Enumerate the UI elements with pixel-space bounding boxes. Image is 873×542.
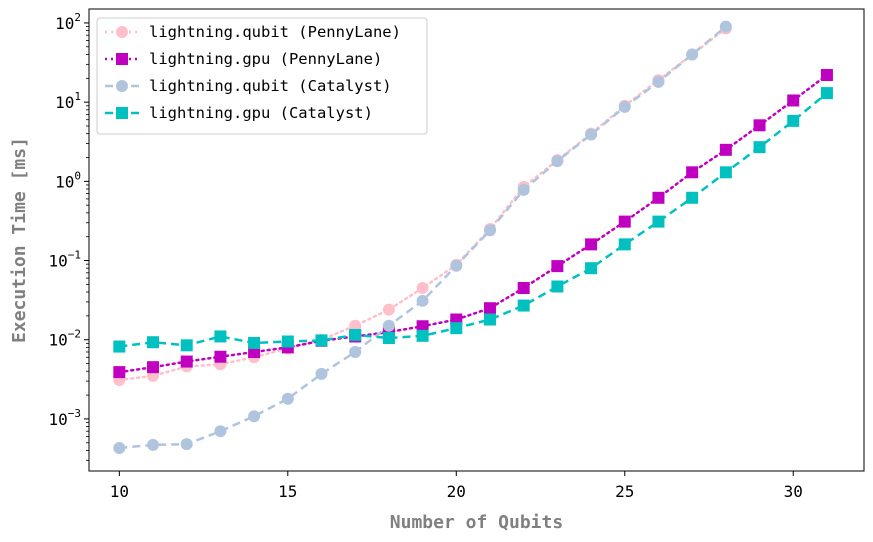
data-point (719, 20, 732, 33)
y-axis-label: Execution Time [ms] (9, 137, 30, 343)
data-point (551, 260, 564, 273)
data-point (517, 281, 530, 294)
data-point (652, 215, 665, 228)
x-tick-label: 20 (447, 482, 466, 501)
data-point (585, 128, 598, 141)
data-point (450, 259, 463, 272)
data-point (652, 75, 665, 88)
data-point (719, 166, 732, 179)
y-tick-label: 100 (55, 169, 81, 191)
data-point (214, 350, 227, 363)
data-point (416, 329, 429, 342)
data-point (116, 80, 128, 92)
y-tick-label: 101 (55, 90, 81, 112)
data-point (585, 238, 598, 251)
legend-entry: lightning.qubit (PennyLane) (105, 23, 401, 41)
data-point (416, 294, 429, 307)
y-tick-label: 10−3 (48, 407, 81, 429)
data-point (180, 438, 193, 451)
data-point (315, 367, 328, 380)
data-point (281, 335, 294, 348)
legend: lightning.qubit (PennyLane) lightning.gpu… (96, 17, 428, 135)
data-point (382, 319, 395, 332)
legend-label: lightning.qubit (PennyLane) (149, 23, 401, 41)
data-point (147, 336, 160, 349)
legend-entry: lightning.gpu (Catalyst) (105, 104, 373, 122)
data-point (686, 191, 699, 204)
data-point (180, 355, 193, 368)
x-tick-label: 30 (784, 482, 803, 501)
data-point (483, 302, 496, 315)
legend-label: lightning.qubit (Catalyst) (149, 77, 392, 95)
y-tick-label: 10−1 (48, 249, 81, 271)
data-point (113, 441, 126, 454)
data-point (416, 281, 429, 294)
data-point (281, 392, 294, 405)
data-point (248, 336, 261, 349)
legend-label: lightning.gpu (PennyLane) (149, 50, 382, 68)
data-point (787, 94, 800, 107)
data-point (416, 320, 429, 333)
data-point (517, 183, 530, 196)
data-point (113, 366, 126, 379)
x-tick-label: 15 (278, 482, 297, 501)
series-layer (113, 20, 833, 454)
data-point (382, 332, 395, 345)
legend-entry: lightning.qubit (Catalyst) (105, 77, 392, 95)
data-point (450, 322, 463, 335)
plot-frame (88, 8, 865, 472)
data-point (517, 299, 530, 312)
data-point (349, 345, 362, 358)
data-point (820, 69, 833, 82)
data-point (551, 155, 564, 168)
series (113, 87, 833, 353)
data-point (585, 262, 598, 275)
axis-layer: 10 15 20 25 30 10−3 10−2 10−1 100 101 102 (48, 11, 802, 501)
data-point (618, 238, 631, 251)
data-point (147, 438, 160, 451)
data-point (483, 313, 496, 326)
data-point (753, 141, 766, 154)
data-point (214, 425, 227, 438)
x-tick-label: 10 (110, 482, 129, 501)
data-point (116, 53, 128, 65)
legend-label: lightning.gpu (Catalyst) (149, 104, 373, 122)
data-point (248, 410, 261, 423)
data-point (116, 26, 128, 38)
data-point (686, 166, 699, 179)
data-point (349, 328, 362, 341)
data-point (382, 303, 395, 316)
data-point (180, 339, 193, 352)
data-point (551, 280, 564, 293)
data-point (248, 345, 261, 358)
data-point (214, 330, 227, 343)
data-point (618, 100, 631, 113)
series (113, 20, 732, 454)
series-line (119, 92, 828, 348)
data-point (349, 319, 362, 332)
data-point (652, 191, 665, 204)
data-point (753, 119, 766, 132)
x-axis-label: Number of Qubits (390, 512, 563, 533)
data-point (686, 48, 699, 61)
data-point (719, 143, 732, 156)
data-point (147, 361, 160, 374)
data-point (787, 114, 800, 127)
legend-box (96, 17, 428, 135)
data-point (483, 224, 496, 237)
y-tick-label: 102 (55, 11, 81, 33)
x-tick-label: 25 (615, 482, 634, 501)
data-point (116, 107, 128, 119)
legend-entry: lightning.gpu (PennyLane) (105, 50, 382, 68)
data-point (618, 215, 631, 228)
series-line (118, 73, 829, 374)
data-point (113, 340, 126, 353)
data-point (820, 87, 833, 100)
y-tick-label: 10−2 (48, 328, 81, 350)
data-point (315, 334, 328, 347)
